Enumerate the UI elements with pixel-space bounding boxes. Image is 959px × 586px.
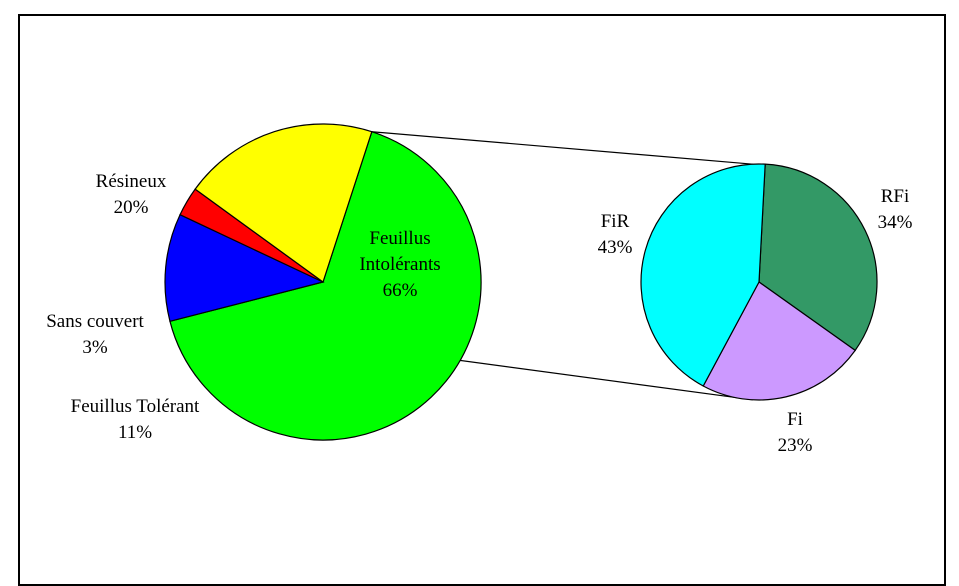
main-pie bbox=[164, 123, 482, 441]
connector-line-top bbox=[371, 131, 753, 165]
main-slice-feuillus-tolerant bbox=[164, 213, 325, 323]
breakdown-slice-rfi bbox=[758, 163, 878, 352]
main-label-sans-couvert: Sans couvert 3% bbox=[46, 311, 144, 358]
main-label-resineux: Résineux 20% bbox=[96, 171, 167, 218]
breakdown-pie bbox=[640, 163, 878, 401]
main-slice-resineux bbox=[194, 123, 373, 283]
main-slice-feuillus-intolerants bbox=[169, 130, 482, 441]
breakdown-slice-fi bbox=[702, 281, 857, 401]
breakdown-slice-fir bbox=[640, 163, 766, 387]
breakdown-label-rfi: RFi 34% bbox=[878, 186, 913, 233]
slice-labels: Feuillus Intolérants 66% Feuillus Tolérant 1… bbox=[46, 171, 912, 456]
main-label-feuillus-tolerant: Feuillus Tolérant 11% bbox=[71, 396, 200, 443]
breakdown-label-fi: Fi 23% bbox=[778, 409, 813, 456]
main-label-feuillus-intolerants: Feuillus Intolérants 66% bbox=[359, 228, 440, 301]
breakdown-label-fir: FiR 43% bbox=[598, 211, 633, 258]
